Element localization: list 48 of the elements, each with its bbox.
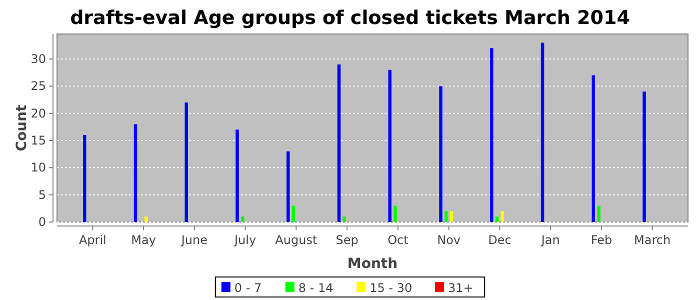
x-tick-label: May <box>131 233 156 247</box>
x-tick-label: Nov <box>437 233 461 247</box>
x-tick-label: Jan <box>540 233 560 247</box>
y-tick-label: 5 <box>38 188 46 202</box>
bar <box>597 206 600 222</box>
bar <box>184 102 188 222</box>
bar <box>342 216 346 222</box>
y-tick-label: 30 <box>30 52 46 66</box>
bar <box>292 206 296 222</box>
bar <box>495 216 499 222</box>
bar <box>450 211 454 222</box>
y-tick-label: 25 <box>30 79 46 94</box>
x-tick-label: July <box>234 233 256 247</box>
y-tick-label: 15 <box>30 133 46 148</box>
y-tick-label: 20 <box>30 106 46 120</box>
x-tick-label: Oct <box>388 233 409 247</box>
x-tick-label: Sep <box>336 233 358 247</box>
bar <box>540 42 544 222</box>
y-tick-label: 0 <box>38 215 46 229</box>
bar <box>144 216 148 222</box>
x-axis-title: Month <box>347 256 398 272</box>
x-tick-label: April <box>78 233 106 247</box>
chart-title: drafts-eval Age groups of closed tickets March 2014 <box>70 7 630 29</box>
bar <box>134 124 138 222</box>
y-tick-label: 10 <box>30 160 46 175</box>
legend-label: 0 - 7 <box>234 281 262 295</box>
bar <box>236 130 239 222</box>
bar <box>394 206 397 222</box>
x-tick-label: Feb <box>590 233 612 247</box>
bar <box>592 75 596 222</box>
x-tick-label: August <box>275 233 318 247</box>
legend-label: 15 - 30 <box>370 281 412 295</box>
x-tick-label: June <box>180 233 208 247</box>
bar <box>490 48 494 222</box>
bar <box>439 86 442 222</box>
y-axis-title: Count <box>14 104 30 152</box>
bar <box>286 151 290 222</box>
legend-label: 31+ <box>448 281 474 295</box>
bar <box>337 64 341 222</box>
bar <box>444 211 448 222</box>
bar <box>500 211 504 222</box>
bar <box>241 216 244 222</box>
x-tick-label: Dec <box>488 233 512 247</box>
bar <box>642 92 646 222</box>
bar <box>388 70 392 222</box>
legend-label: 8 - 14 <box>298 281 334 295</box>
bar <box>83 135 86 222</box>
x-tick-label: March <box>634 233 671 247</box>
